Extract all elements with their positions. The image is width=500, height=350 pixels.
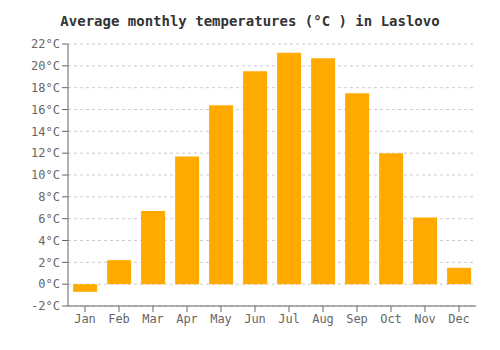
svg-text:Jul: Jul bbox=[278, 312, 300, 326]
svg-text:May: May bbox=[210, 312, 232, 326]
svg-text:0°C: 0°C bbox=[38, 277, 60, 291]
svg-text:Oct: Oct bbox=[380, 312, 402, 326]
svg-text:Dec: Dec bbox=[448, 312, 470, 326]
svg-text:18°C: 18°C bbox=[31, 81, 60, 95]
svg-text:Sep: Sep bbox=[346, 312, 368, 326]
svg-text:Jun: Jun bbox=[244, 312, 266, 326]
svg-text:10°C: 10°C bbox=[31, 168, 60, 182]
svg-text:6°C: 6°C bbox=[38, 212, 60, 226]
svg-text:8°C: 8°C bbox=[38, 190, 60, 204]
svg-text:22°C: 22°C bbox=[31, 37, 60, 51]
svg-text:-2°C: -2°C bbox=[31, 299, 60, 313]
svg-text:Aug: Aug bbox=[312, 312, 334, 326]
svg-text:Jan: Jan bbox=[74, 312, 96, 326]
html-text:Average monthly temperatures (: Average monthly temperatures (°C ) in La… bbox=[60, 13, 440, 29]
svg-text:Nov: Nov bbox=[414, 312, 436, 326]
svg-text:14°C: 14°C bbox=[31, 125, 60, 139]
svg-text:20°C: 20°C bbox=[31, 59, 60, 73]
svg-text:Apr: Apr bbox=[176, 312, 198, 326]
svg-text:4°C: 4°C bbox=[38, 234, 60, 248]
svg-text:Feb: Feb bbox=[108, 312, 130, 326]
svg-text:16°C: 16°C bbox=[31, 103, 60, 117]
svg-text:12°C: 12°C bbox=[31, 146, 60, 160]
svg-text:2°C: 2°C bbox=[38, 256, 60, 270]
svg-text:Mar: Mar bbox=[142, 312, 164, 326]
